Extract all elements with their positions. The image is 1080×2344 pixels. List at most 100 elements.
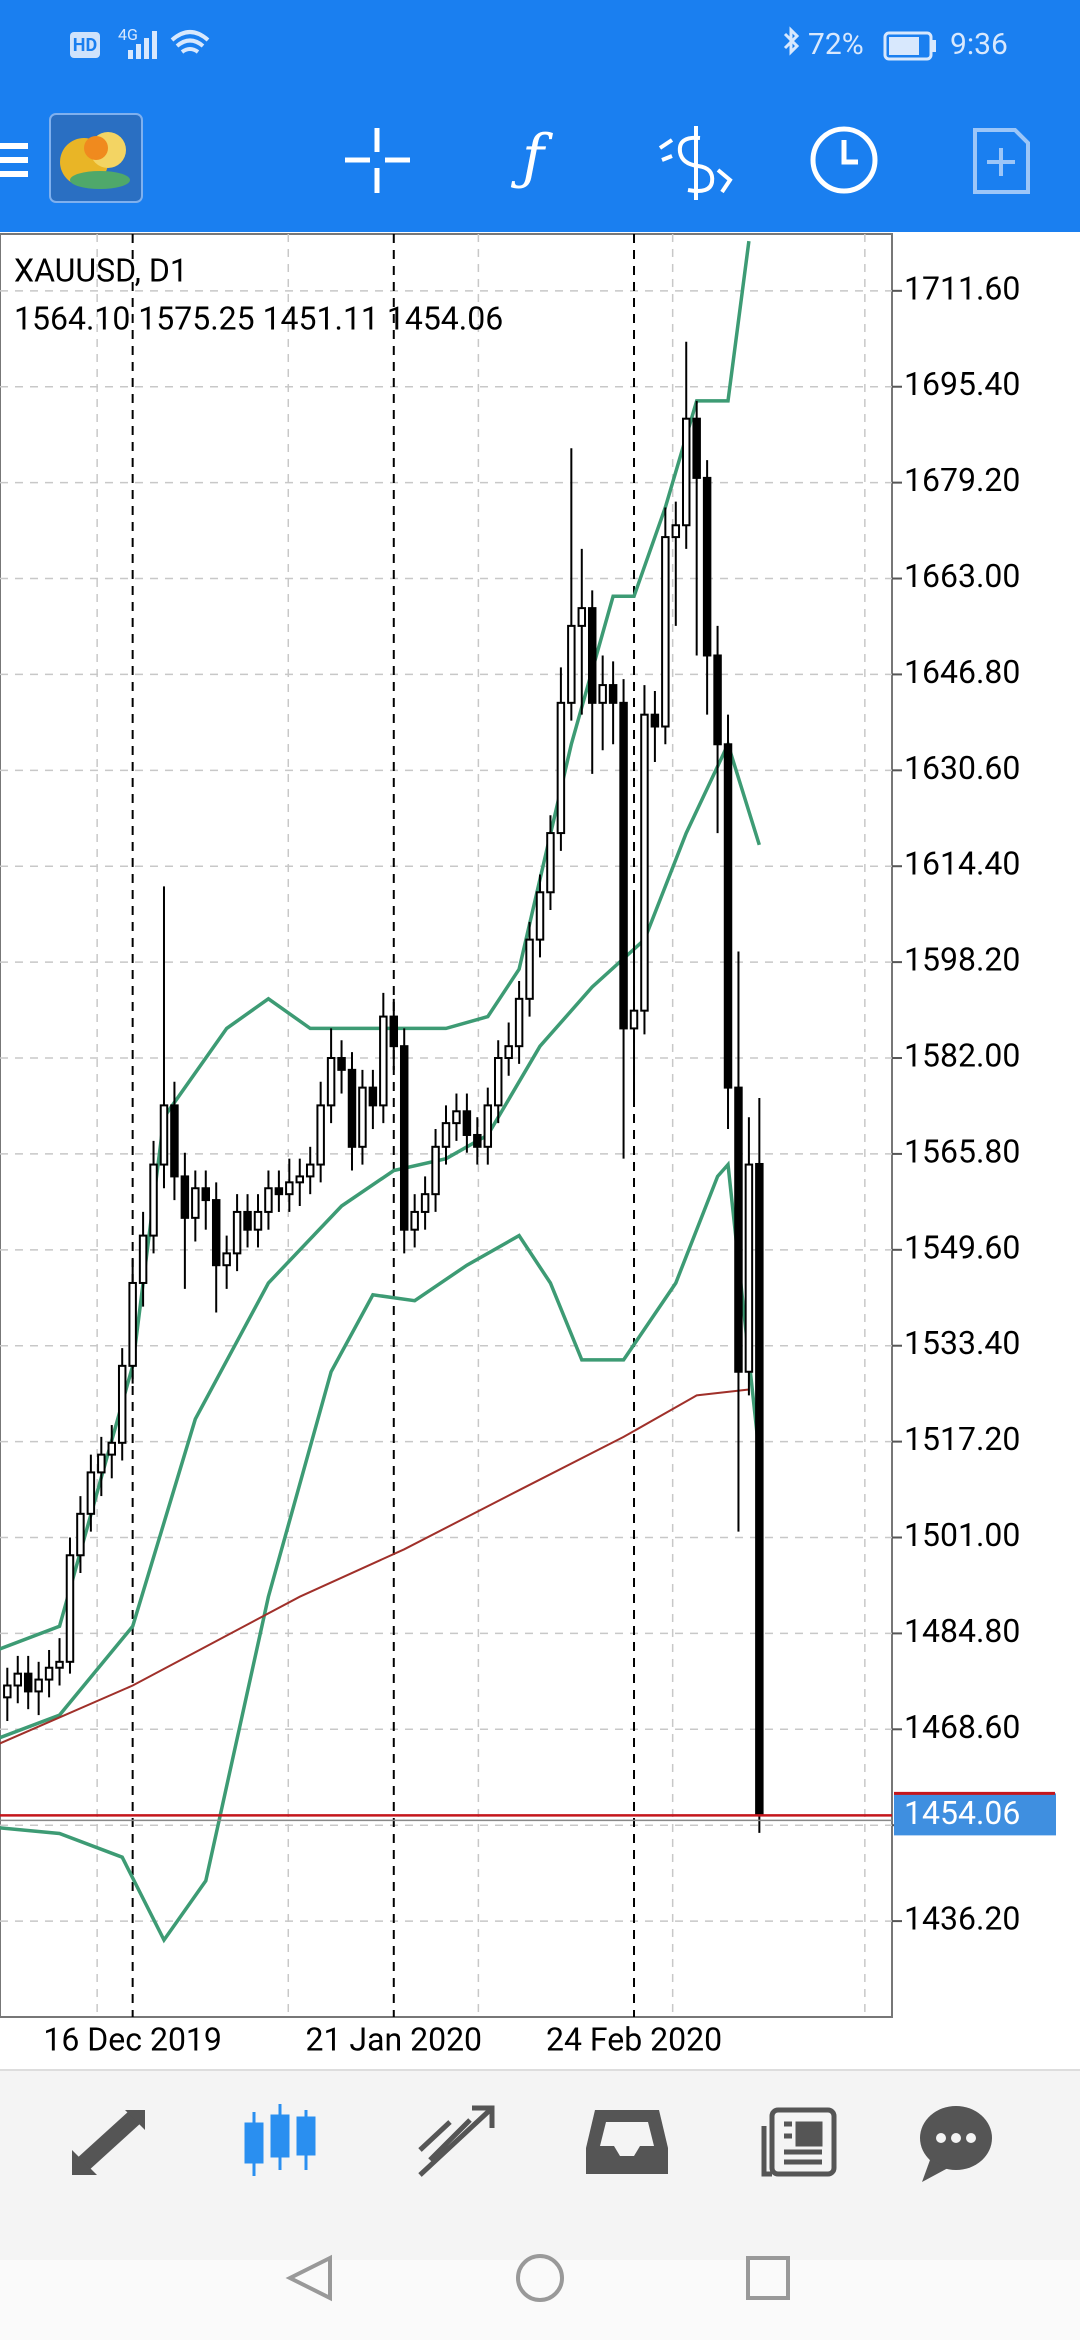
wifi-icon: [170, 30, 210, 54]
candle-body: [285, 1181, 294, 1196]
candle-body: [65, 1554, 75, 1663]
candle-body: [211, 1199, 221, 1267]
candle-body: [138, 1234, 148, 1284]
mt4-logo[interactable]: [49, 113, 143, 203]
y-tick-label: 1598.20: [904, 941, 1020, 979]
candle-body: [264, 1187, 273, 1213]
candle-body: [504, 1045, 513, 1060]
hd-badge: [70, 32, 100, 58]
candle-body: [399, 1045, 409, 1231]
candle-body: [201, 1187, 211, 1202]
signal-icon: [128, 31, 157, 59]
home-button[interactable]: [516, 2254, 564, 2302]
candle-body: [55, 1660, 64, 1669]
y-tick-label: 1582.00: [904, 1036, 1020, 1074]
battery-icon: [883, 31, 933, 61]
bluetooth-icon: [783, 26, 800, 56]
y-tick-label: 1695.40: [904, 365, 1020, 403]
candle-body: [337, 1057, 346, 1071]
candle-body: [598, 684, 607, 704]
candle-body: [546, 832, 555, 894]
crosshair-button[interactable]: [345, 128, 410, 193]
candle-body: [368, 1086, 378, 1107]
candle-body: [389, 1015, 399, 1048]
candle-body: [755, 1162, 764, 1817]
chat-tab[interactable]: [920, 2106, 992, 2182]
candle-body: [117, 1364, 127, 1444]
candle-body: [358, 1086, 367, 1148]
y-tick-label: 1679.20: [904, 461, 1020, 499]
battery-text: 72%: [808, 27, 864, 62]
time-text: 9:36: [950, 27, 1008, 62]
recents-button[interactable]: [746, 2256, 790, 2300]
x-tick-label: 16 Dec 2019: [43, 2020, 222, 2058]
menu-button[interactable]: [0, 143, 28, 177]
candle-body: [713, 654, 722, 746]
candle-body: [222, 1252, 231, 1267]
candle-body: [650, 713, 660, 728]
y-tick-label: 1484.80: [904, 1612, 1020, 1650]
candle-body: [629, 1009, 639, 1030]
new-order-button[interactable]: [973, 128, 1030, 194]
back-button[interactable]: [285, 2254, 332, 2302]
app-bar: [0, 0, 1080, 232]
y-tick-label: 1501.00: [904, 1516, 1020, 1554]
candle-body: [525, 938, 534, 1000]
candle-body: [420, 1193, 430, 1213]
last-price-label: 1454.06: [904, 1794, 1020, 1832]
candle-body: [661, 536, 670, 728]
candle-body: [462, 1110, 472, 1136]
candle-body: [347, 1068, 357, 1148]
history-button[interactable]: [810, 126, 878, 194]
candle-body: [379, 1015, 388, 1107]
indicator-line: [0, 1388, 750, 1745]
last-price-box: [894, 1793, 1056, 1836]
news-tab[interactable]: [761, 2107, 837, 2177]
candle-body: [567, 624, 576, 704]
candle-body: [128, 1281, 137, 1367]
candle-body: [253, 1210, 263, 1231]
candle-body: [535, 891, 545, 941]
hd-text: HD: [73, 35, 97, 56]
y-tick-label: 1436.20: [904, 1900, 1020, 1938]
candle-body: [76, 1512, 85, 1557]
chart-tab[interactable]: [244, 2104, 316, 2176]
candle-body: [305, 1163, 315, 1178]
chart-layer: 1711.60 1695.40 1679.20 1663.00 1646.80 1630.…: [0, 234, 1056, 2058]
network-text: 4G: [118, 25, 138, 44]
candle-body: [86, 1471, 96, 1515]
candle-body: [514, 997, 524, 1048]
candle-body: [326, 1057, 336, 1107]
candle-body: [493, 1057, 503, 1107]
candle-body: [23, 1672, 33, 1693]
trade-tab[interactable]: [418, 2105, 495, 2177]
indicator-line: [0, 240, 751, 1651]
x-tick-label: 24 Feb 2020: [546, 2020, 722, 2058]
candle-body: [149, 1163, 158, 1237]
plot-area: [0, 234, 892, 2017]
y-tick-label: 1533.40: [904, 1324, 1020, 1362]
candle-body: [473, 1133, 482, 1148]
candle-body: [734, 1086, 743, 1373]
candle-body: [170, 1104, 179, 1178]
battery-level: [889, 37, 919, 55]
y-tick-label: 1565.80: [904, 1132, 1020, 1170]
y-tick-label: 1711.60: [904, 269, 1020, 307]
indicator-line: [0, 1160, 762, 1944]
candle-body: [681, 417, 691, 527]
candle-body: [410, 1210, 419, 1231]
candle-body: [34, 1678, 43, 1693]
candle-body: [577, 607, 587, 627]
candle-body: [180, 1175, 190, 1219]
battery-tip: [932, 40, 936, 52]
candle-body: [441, 1122, 451, 1148]
candle-body: [295, 1175, 305, 1184]
candle-body: [274, 1187, 284, 1196]
y-tick-label: 1468.60: [904, 1708, 1020, 1746]
y-tick-label: 1663.00: [904, 557, 1020, 595]
trade-button[interactable]: [658, 126, 733, 200]
history-tab[interactable]: [586, 2110, 668, 2174]
quotes-tab[interactable]: [72, 2110, 145, 2175]
